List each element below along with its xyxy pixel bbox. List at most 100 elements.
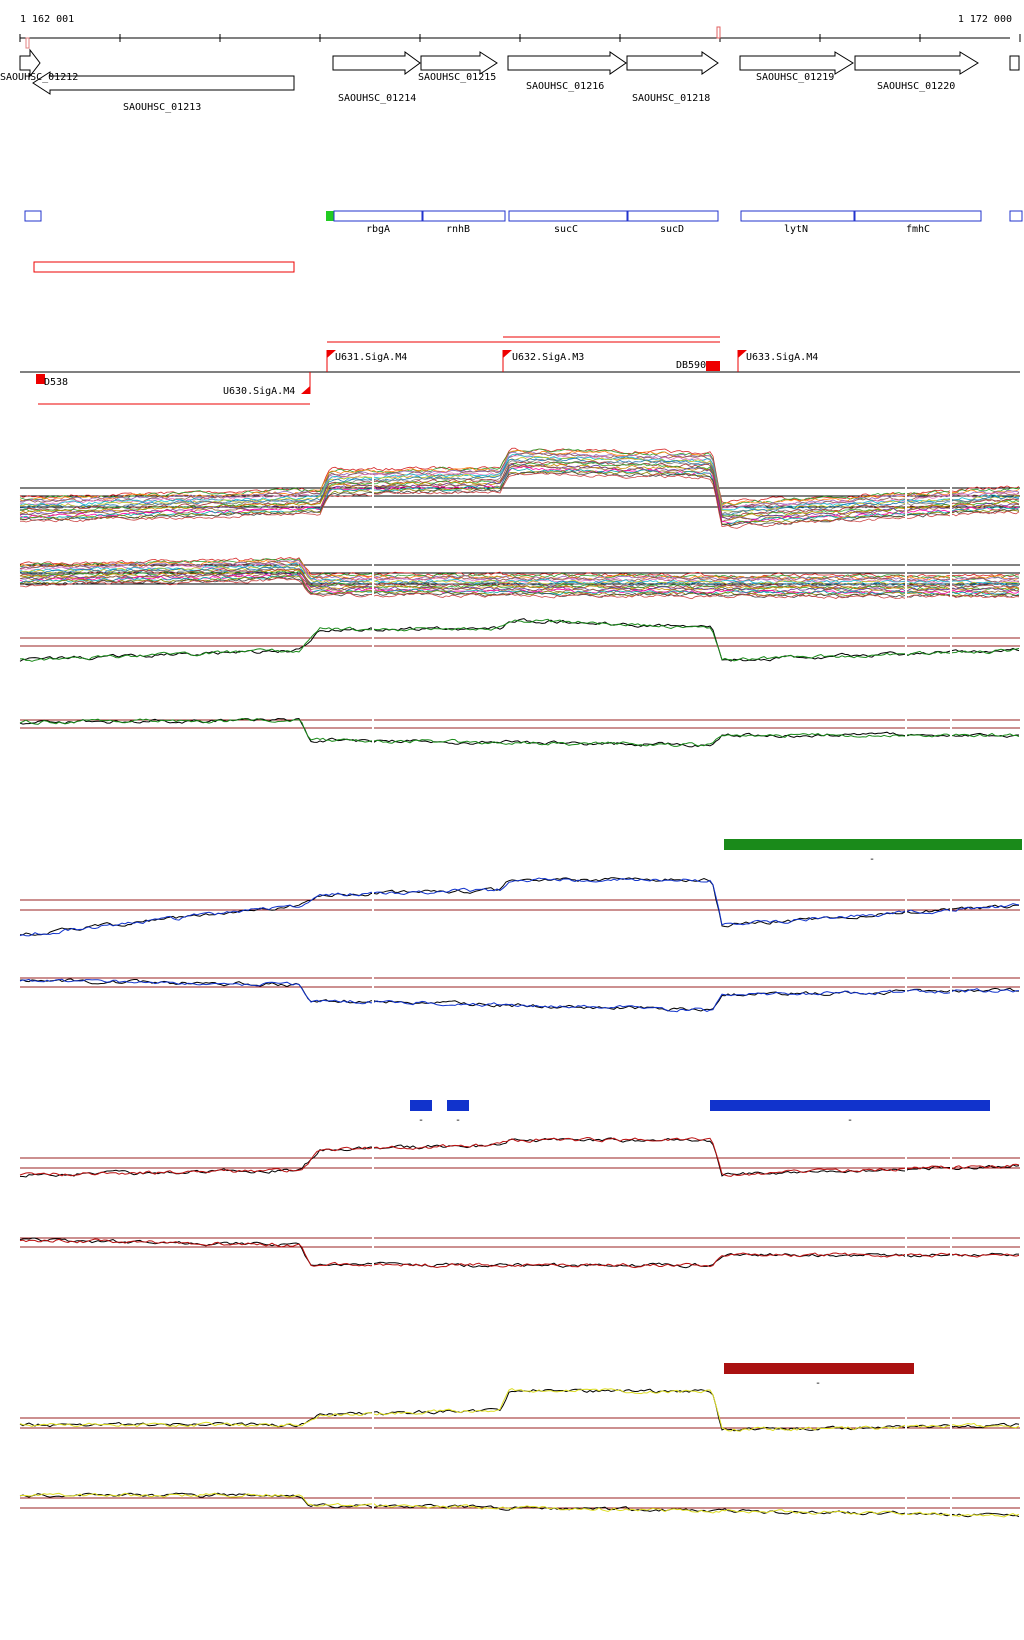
blue-forward-color-line bbox=[19, 877, 1020, 937]
gene-arrow-01213[interactable] bbox=[32, 71, 295, 95]
gene-name-box-right[interactable] bbox=[1009, 210, 1023, 222]
yellow-reverse-color-line bbox=[19, 1492, 1020, 1518]
gene-arrow-01212[interactable] bbox=[19, 48, 41, 78]
track-gap bbox=[905, 475, 907, 525]
gene-arrow-01218[interactable] bbox=[626, 51, 719, 75]
multi-sample-forward-line bbox=[19, 467, 1020, 526]
track-gap bbox=[950, 475, 952, 525]
track-gap bbox=[372, 475, 374, 525]
gene-name-track: rbgA rnhB sucC sucD lytN fmhC bbox=[24, 210, 1023, 235]
gene-label-01220: SAOUHSC_01220 bbox=[877, 81, 955, 92]
gene-name-rbgA: rbgA bbox=[366, 224, 390, 235]
gene-name-box-fmhC[interactable] bbox=[854, 210, 982, 222]
track-gap bbox=[950, 870, 952, 945]
track-gap bbox=[905, 1130, 907, 1185]
multi-sample-reverse-line bbox=[19, 576, 1020, 599]
multi-sample-forward-line bbox=[19, 449, 1020, 507]
promoter-track: U631.SigA.M4 U632.SigA.M3 U633.SigA.M4 U… bbox=[20, 336, 1020, 405]
segment-bar-blue-2[interactable] bbox=[447, 1100, 469, 1111]
multi-sample-reverse-line bbox=[19, 573, 1020, 596]
gene-name-box-rbgA[interactable] bbox=[333, 210, 423, 222]
track-gap bbox=[372, 550, 374, 600]
gene-label-01214: SAOUHSC_01214 bbox=[338, 93, 416, 104]
segment-bar-blue-1[interactable] bbox=[410, 1100, 432, 1111]
multi-sample-reverse-line bbox=[19, 577, 1020, 600]
segment-mark-red: - bbox=[815, 1378, 821, 1389]
multi-sample-reverse-line bbox=[19, 566, 1019, 588]
track-gap bbox=[372, 1385, 374, 1445]
segment-bar-blue-3[interactable] bbox=[710, 1100, 990, 1111]
gene-name-lytN: lytN bbox=[784, 224, 808, 235]
gene-name-box-sucD[interactable] bbox=[627, 210, 719, 222]
segment-bar-red[interactable] bbox=[724, 1363, 914, 1374]
gene-arrow-01219[interactable] bbox=[739, 51, 854, 75]
track-gap bbox=[372, 1225, 374, 1280]
multi-sample-forward-line bbox=[19, 461, 1020, 517]
gene-name-box-lytN[interactable] bbox=[740, 210, 855, 222]
multi-sample-forward-line bbox=[19, 460, 1020, 518]
gene-label-01219: SAOUHSC_01219 bbox=[756, 72, 834, 83]
gene-arrow-01215[interactable] bbox=[420, 51, 498, 75]
terminator-mark-D538[interactable] bbox=[36, 374, 45, 384]
gene-name-box-rnhB[interactable] bbox=[422, 210, 506, 222]
track-gap bbox=[372, 870, 374, 945]
track-gap bbox=[905, 550, 907, 600]
multi-sample-forward-line bbox=[19, 452, 1020, 509]
red-forward-color-line bbox=[19, 1136, 1020, 1177]
green-forward-black-line bbox=[19, 618, 1020, 662]
yellow-reverse-black-line bbox=[19, 1492, 1020, 1518]
red-reverse-color-line bbox=[19, 1238, 1020, 1269]
ruler-start-label: 1 162 001 bbox=[20, 14, 74, 25]
track-gap bbox=[950, 1225, 952, 1280]
red-region-box[interactable] bbox=[33, 261, 295, 273]
blue-reverse-color-line bbox=[19, 978, 1020, 1013]
coordinate-ruler: 1 162 001 1 172 000 bbox=[19, 14, 1021, 49]
track-gap bbox=[905, 1225, 907, 1280]
green-reverse-black-line bbox=[19, 717, 1019, 748]
track-gap bbox=[372, 615, 374, 670]
track-gap bbox=[372, 1130, 374, 1185]
segment-mark-blue-1: - bbox=[418, 1115, 424, 1126]
promoter-label-U631: U631.SigA.M4 bbox=[335, 352, 407, 363]
green-reverse-color-line bbox=[19, 717, 1020, 747]
multi-sample-reverse-line bbox=[19, 569, 1020, 591]
multi-sample-reverse-line bbox=[19, 557, 1020, 579]
gene-label-01218: SAOUHSC_01218 bbox=[632, 93, 710, 104]
promoter-flag-U630[interactable] bbox=[301, 386, 310, 394]
track-gap bbox=[950, 615, 952, 670]
expression-profiles bbox=[19, 447, 1020, 1530]
segment-mark-blue-3: - bbox=[847, 1115, 853, 1126]
gene-name-sucD: sucD bbox=[660, 224, 684, 235]
track-gap bbox=[905, 705, 907, 760]
track-gap bbox=[905, 1475, 907, 1530]
track-gap bbox=[372, 960, 374, 1030]
blue-forward-black-line bbox=[20, 877, 1020, 936]
promoter-flag-U631[interactable] bbox=[327, 350, 336, 358]
promoter-flag-U632[interactable] bbox=[503, 350, 512, 358]
track-gap bbox=[950, 550, 952, 600]
multi-sample-reverse-line bbox=[19, 558, 1020, 580]
track-gap bbox=[950, 960, 952, 1030]
terminator-mark-DB590[interactable] bbox=[706, 361, 720, 371]
gene-label-01216: SAOUHSC_01216 bbox=[526, 81, 604, 92]
gene-name-sucC: sucC bbox=[554, 224, 578, 235]
gene-name-box-left[interactable] bbox=[24, 210, 42, 222]
track-gap bbox=[905, 960, 907, 1030]
gene-arrow-01216[interactable] bbox=[507, 51, 627, 75]
gene-arrow-01214[interactable] bbox=[332, 51, 421, 75]
gene-arrow-01220[interactable] bbox=[854, 51, 979, 75]
gene-name-rnhB: rnhB bbox=[446, 224, 470, 235]
gene-name-box-green-marker bbox=[326, 211, 334, 221]
segment-bar-green[interactable] bbox=[724, 839, 1022, 850]
multi-sample-forward-line bbox=[19, 456, 1020, 513]
promoter-flag-U633[interactable] bbox=[738, 350, 747, 358]
track-gap bbox=[950, 705, 952, 760]
segment-mark-green: - bbox=[869, 854, 875, 865]
gene-name-box-sucC[interactable] bbox=[508, 210, 628, 222]
track-gap bbox=[372, 705, 374, 760]
track-gap bbox=[905, 615, 907, 670]
terminator-label-D538: D538 bbox=[44, 377, 68, 388]
multi-sample-forward-line bbox=[19, 472, 1020, 529]
gene-arrow-edge[interactable] bbox=[1009, 55, 1020, 71]
